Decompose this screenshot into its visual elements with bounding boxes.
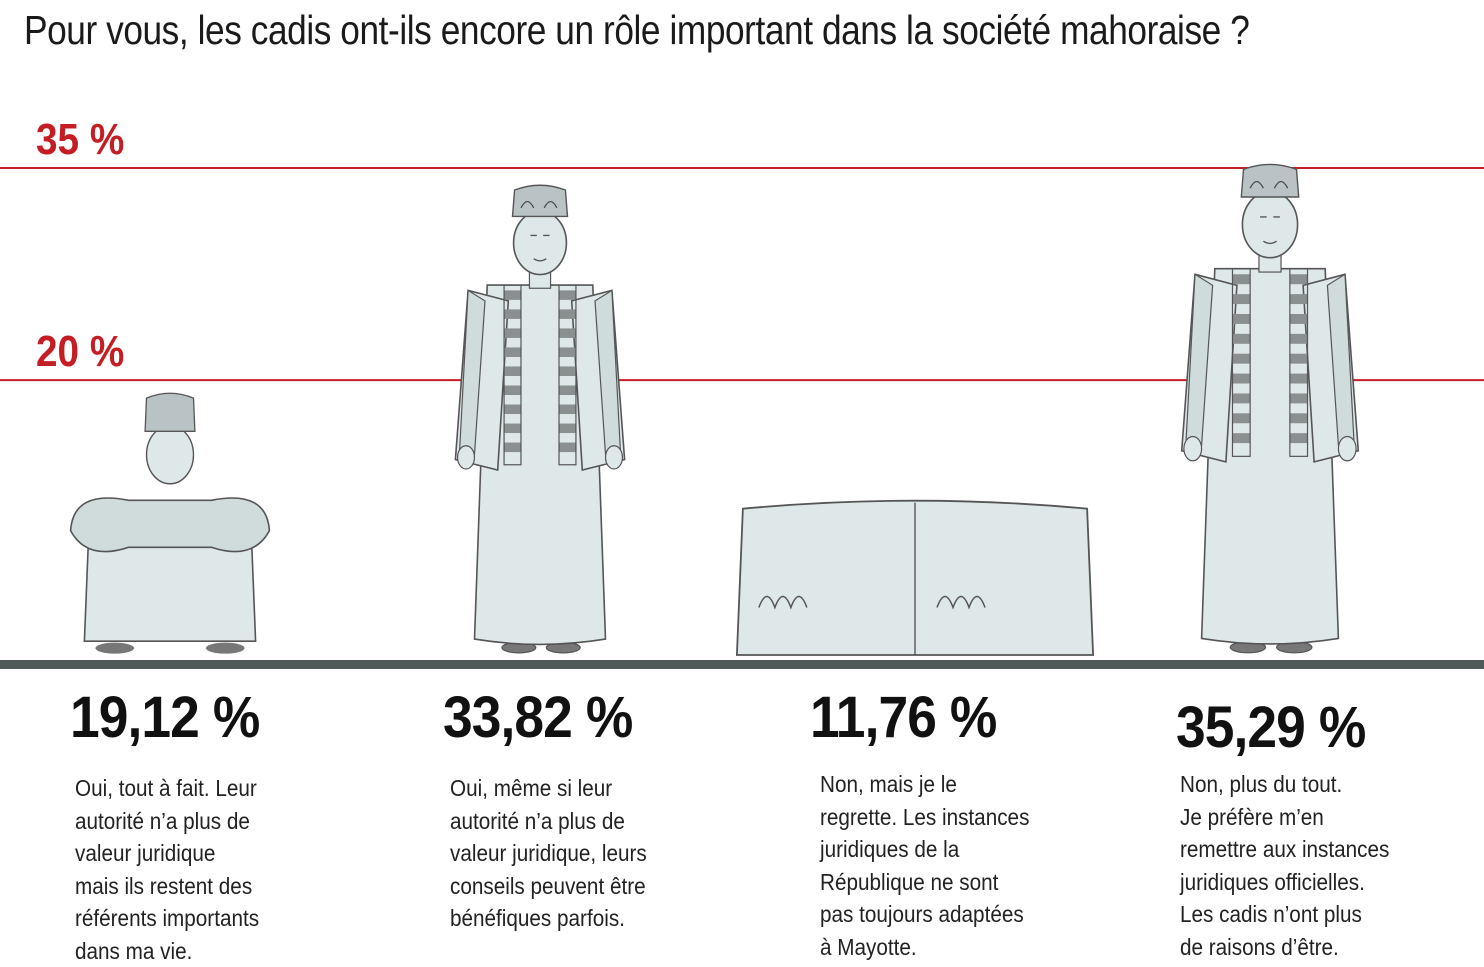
baseline	[0, 660, 1484, 669]
value-label: 33,82 %	[443, 685, 633, 750]
category-label: Oui, tout à fait. Leur autorité n’a plus…	[75, 775, 260, 964]
category-label: Non, plus du tout. Je préfère m’en remet…	[1180, 771, 1390, 960]
value-label: 35,29 %	[1176, 695, 1366, 760]
reference-label-35: 35 %	[36, 115, 125, 164]
crouching-man-icon	[69, 392, 271, 654]
standing-man-icon	[1180, 163, 1360, 654]
category-label: Non, mais je le regrette. Les instances …	[820, 771, 1030, 960]
value-label: 11,76 %	[810, 685, 997, 750]
reference-label-20: 20 %	[36, 327, 125, 377]
value-label: 19,12 %	[70, 685, 260, 750]
kofia-cap-icon	[735, 499, 1095, 656]
category-label: Oui, même si leur autorité n’a plus de v…	[450, 775, 647, 931]
standing-man-icon	[454, 184, 626, 654]
chart-title: Pour vous, les cadis ont-ils encore un r…	[24, 7, 1250, 53]
